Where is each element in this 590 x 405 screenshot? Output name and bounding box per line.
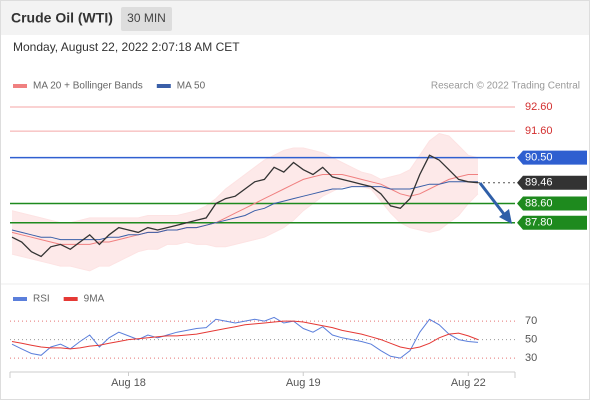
legend-label: 9MA	[84, 294, 105, 305]
legend-label: MA 20 + Bollinger Bands	[33, 81, 143, 92]
y-tick-label: 30	[525, 352, 537, 364]
level-label: 88.60	[525, 197, 553, 209]
bollinger-band	[12, 133, 478, 271]
timeframe: 30 MIN	[127, 11, 166, 25]
series-line	[11, 174, 478, 245]
level-label: 89.46	[525, 177, 553, 189]
level-label-box	[517, 175, 587, 190]
level-label-box	[517, 150, 587, 165]
legend-swatch	[63, 297, 78, 301]
price-panel: 92.60 91.60 90.50 89.46 88.60 87.80 MA 20 + Bo…	[10, 81, 587, 272]
legend-swatch	[13, 84, 27, 88]
legend-label: MA 50	[177, 81, 206, 92]
legend-label: RSI	[33, 294, 50, 305]
x-tick-label: Aug 18	[111, 377, 146, 389]
credit: Research © 2022 Trading Central	[431, 81, 580, 92]
level-label: 90.50	[525, 152, 553, 164]
series-line	[11, 181, 478, 241]
level-label-box	[517, 215, 587, 230]
level-label-box	[517, 196, 587, 211]
rsi-panel: 30 50 70 RSI 9MA Aug 18 Aug 19 Aug 22	[9, 294, 537, 389]
x-tick-label: Aug 19	[286, 377, 321, 389]
level-label: 92.60	[525, 101, 553, 113]
price-line	[11, 154, 479, 258]
header-bar	[1, 1, 589, 35]
series-line	[11, 320, 479, 350]
title: Crude Oil (WTI)	[11, 10, 113, 26]
timestamp: Monday, August 22, 2022 2:07:18 AM CET	[13, 40, 240, 54]
series-line	[11, 316, 479, 359]
timeframe-badge	[121, 7, 172, 31]
level-label: 87.80	[525, 217, 553, 229]
x-tick-label: Aug 22	[451, 377, 486, 389]
y-tick-label: 50	[525, 334, 537, 346]
forecast-arrow	[478, 182, 509, 219]
level-label: 91.60	[525, 125, 553, 137]
legend-swatch	[156, 84, 171, 88]
bollinger-upper	[11, 133, 479, 224]
legend-swatch	[13, 297, 27, 301]
forecast-arrowhead	[499, 209, 512, 224]
y-tick-label: 70	[525, 315, 537, 327]
